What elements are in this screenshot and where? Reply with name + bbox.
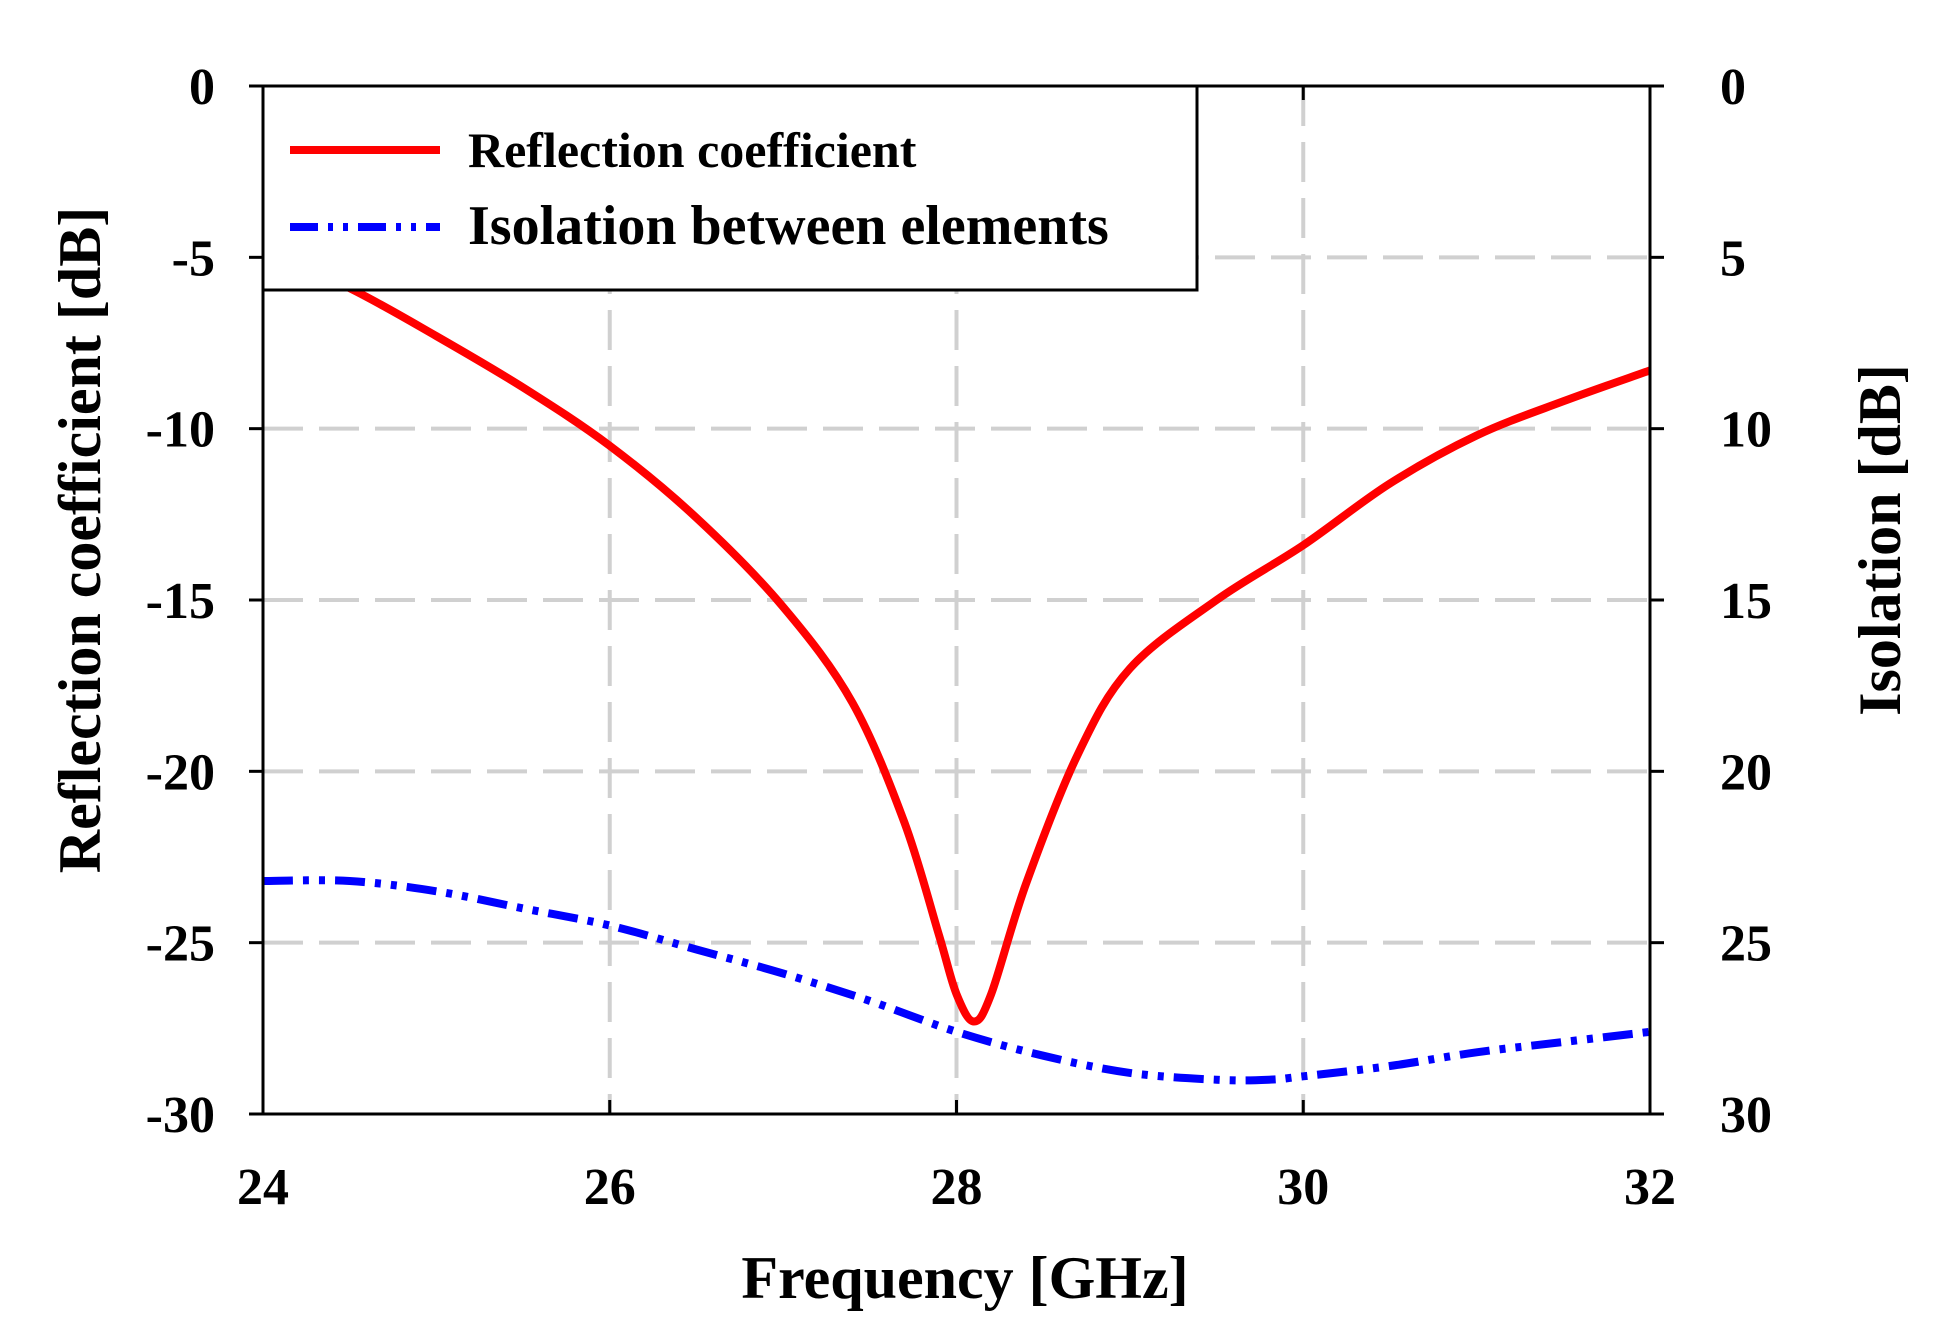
y-right-tick-label: 20 [1720, 744, 1772, 801]
y-axis-left-title: Reflection coefficient [dB] [47, 207, 113, 873]
legend: Reflection coefficient Isolation between… [261, 84, 1199, 292]
y-right-tick-label: 25 [1720, 916, 1772, 973]
y-right-tick-label: 0 [1720, 59, 1746, 116]
x-tick-label: 28 [931, 1159, 983, 1216]
y-left-tick-label: -15 [146, 573, 215, 630]
y-right-tick-label: 30 [1720, 1087, 1772, 1144]
legend-label-reflection: Reflection coefficient [468, 122, 917, 178]
y-right-tick-label: 5 [1720, 230, 1746, 287]
y-left-tick-label: -25 [146, 916, 215, 973]
y-left-tick-label: -10 [146, 402, 215, 459]
series-line-reflection [261, 246, 1652, 1026]
y-left-tick-label: 0 [189, 59, 215, 116]
x-axis-title: Frequency [GHz] [741, 1245, 1188, 1311]
legend-label-isolation: Isolation between elements [468, 195, 1109, 257]
series-layer [261, 246, 1652, 1085]
y-left-tick-label: -5 [172, 230, 215, 287]
y-axis-right-title: Isolation [dB] [1847, 364, 1913, 716]
ticks: 24 26 28 30 32 0 0 -5 5 -10 10 -15 15 -20 20 -25 25 -30 30 [146, 59, 1772, 1216]
legend-box [261, 84, 1199, 292]
y-right-tick-label: 10 [1720, 402, 1772, 459]
series-line-isolation [262, 876, 1651, 1085]
y-left-tick-label: -30 [146, 1087, 215, 1144]
x-tick-label: 26 [584, 1159, 636, 1216]
x-tick-label: 24 [237, 1159, 289, 1216]
y-left-tick-label: -20 [146, 744, 215, 801]
x-tick-label: 32 [1624, 1159, 1676, 1216]
y-right-tick-label: 15 [1720, 573, 1772, 630]
x-tick-label: 30 [1277, 1159, 1329, 1216]
